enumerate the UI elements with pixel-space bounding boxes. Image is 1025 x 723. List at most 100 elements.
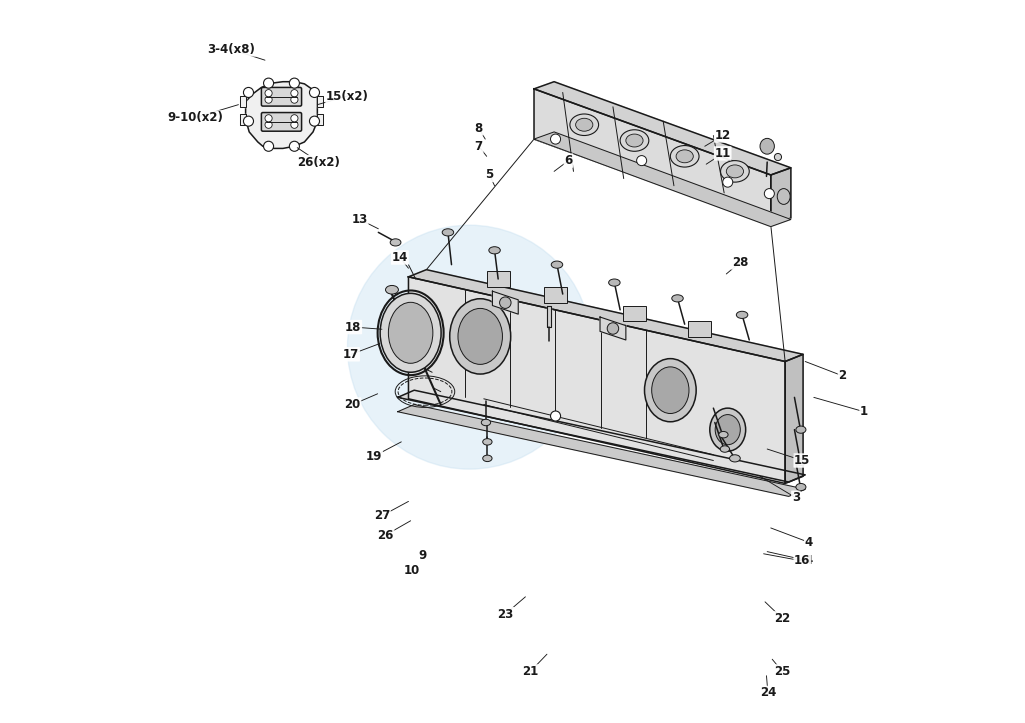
Circle shape: [310, 116, 320, 127]
Circle shape: [637, 155, 647, 166]
Ellipse shape: [645, 359, 696, 422]
Text: 16: 16: [794, 555, 811, 568]
Polygon shape: [398, 390, 806, 482]
Circle shape: [265, 90, 273, 97]
Ellipse shape: [676, 150, 693, 163]
Text: 14: 14: [392, 251, 408, 264]
Circle shape: [765, 189, 774, 199]
Ellipse shape: [721, 161, 749, 182]
Ellipse shape: [727, 165, 743, 178]
Text: 3: 3: [792, 492, 800, 505]
Ellipse shape: [489, 247, 500, 254]
Text: 8: 8: [475, 122, 483, 134]
Polygon shape: [492, 291, 519, 315]
Text: 26(x2): 26(x2): [297, 155, 340, 168]
Text: 15: 15: [794, 454, 811, 467]
Ellipse shape: [671, 295, 684, 302]
Text: 24: 24: [760, 686, 776, 699]
Text: 18: 18: [345, 320, 362, 333]
Ellipse shape: [442, 228, 454, 236]
Ellipse shape: [730, 455, 740, 462]
Circle shape: [289, 141, 299, 151]
Ellipse shape: [570, 114, 599, 135]
Ellipse shape: [609, 279, 620, 286]
Polygon shape: [246, 82, 318, 148]
Polygon shape: [534, 132, 791, 226]
Circle shape: [265, 96, 273, 103]
Ellipse shape: [483, 439, 492, 445]
Ellipse shape: [795, 484, 806, 491]
Text: 2: 2: [838, 369, 847, 382]
Ellipse shape: [795, 426, 806, 433]
Text: 26: 26: [377, 529, 394, 542]
Ellipse shape: [482, 419, 491, 426]
Polygon shape: [398, 405, 806, 497]
Circle shape: [550, 411, 561, 421]
Text: 11: 11: [714, 147, 731, 160]
Text: 10: 10: [404, 565, 420, 578]
Text: 19: 19: [366, 450, 382, 463]
Text: 21: 21: [523, 665, 538, 678]
Ellipse shape: [385, 286, 399, 294]
Polygon shape: [240, 96, 246, 107]
Text: 20: 20: [344, 398, 361, 411]
Circle shape: [607, 322, 619, 334]
Circle shape: [263, 141, 274, 151]
Text: 13: 13: [352, 213, 368, 226]
FancyBboxPatch shape: [544, 287, 567, 303]
Circle shape: [723, 177, 733, 187]
Text: 17: 17: [343, 348, 359, 361]
Circle shape: [265, 121, 273, 128]
Text: 27: 27: [374, 509, 391, 522]
Text: 23: 23: [497, 607, 514, 620]
Ellipse shape: [709, 408, 745, 451]
Polygon shape: [785, 354, 803, 484]
Circle shape: [291, 90, 298, 97]
Ellipse shape: [777, 189, 790, 205]
Ellipse shape: [736, 312, 748, 318]
Text: 3-4(x8): 3-4(x8): [207, 43, 255, 56]
Polygon shape: [771, 168, 791, 225]
Ellipse shape: [721, 446, 730, 453]
Polygon shape: [547, 306, 551, 327]
Text: 4: 4: [805, 536, 813, 549]
Ellipse shape: [458, 309, 502, 364]
Ellipse shape: [626, 134, 643, 147]
Circle shape: [289, 78, 299, 88]
Ellipse shape: [652, 367, 689, 414]
Text: 9-10(x2): 9-10(x2): [167, 111, 223, 124]
Ellipse shape: [719, 432, 728, 438]
Text: 25: 25: [774, 665, 790, 678]
Text: 6: 6: [565, 154, 573, 167]
Ellipse shape: [388, 302, 433, 363]
Circle shape: [265, 115, 273, 122]
Circle shape: [310, 87, 320, 98]
Circle shape: [347, 225, 591, 469]
Ellipse shape: [450, 299, 510, 374]
Ellipse shape: [576, 119, 592, 131]
FancyBboxPatch shape: [623, 306, 646, 321]
Text: 1: 1: [860, 405, 868, 418]
Text: 12: 12: [714, 129, 731, 142]
Ellipse shape: [774, 153, 781, 161]
FancyBboxPatch shape: [487, 271, 509, 287]
Ellipse shape: [391, 239, 401, 246]
Ellipse shape: [795, 458, 806, 466]
Ellipse shape: [620, 129, 649, 151]
FancyBboxPatch shape: [261, 87, 301, 106]
Polygon shape: [534, 82, 791, 175]
FancyBboxPatch shape: [688, 321, 710, 337]
Circle shape: [550, 134, 561, 144]
Ellipse shape: [760, 138, 774, 154]
Ellipse shape: [483, 455, 492, 461]
Text: 15(x2): 15(x2): [326, 90, 369, 103]
Circle shape: [291, 121, 298, 128]
Circle shape: [244, 116, 253, 127]
Circle shape: [291, 115, 298, 122]
Text: 22: 22: [774, 612, 790, 625]
Polygon shape: [409, 277, 785, 484]
Text: MOTO
GUZZI: MOTO GUZZI: [447, 322, 492, 351]
Polygon shape: [318, 114, 323, 125]
Polygon shape: [240, 114, 246, 125]
Ellipse shape: [380, 294, 441, 372]
